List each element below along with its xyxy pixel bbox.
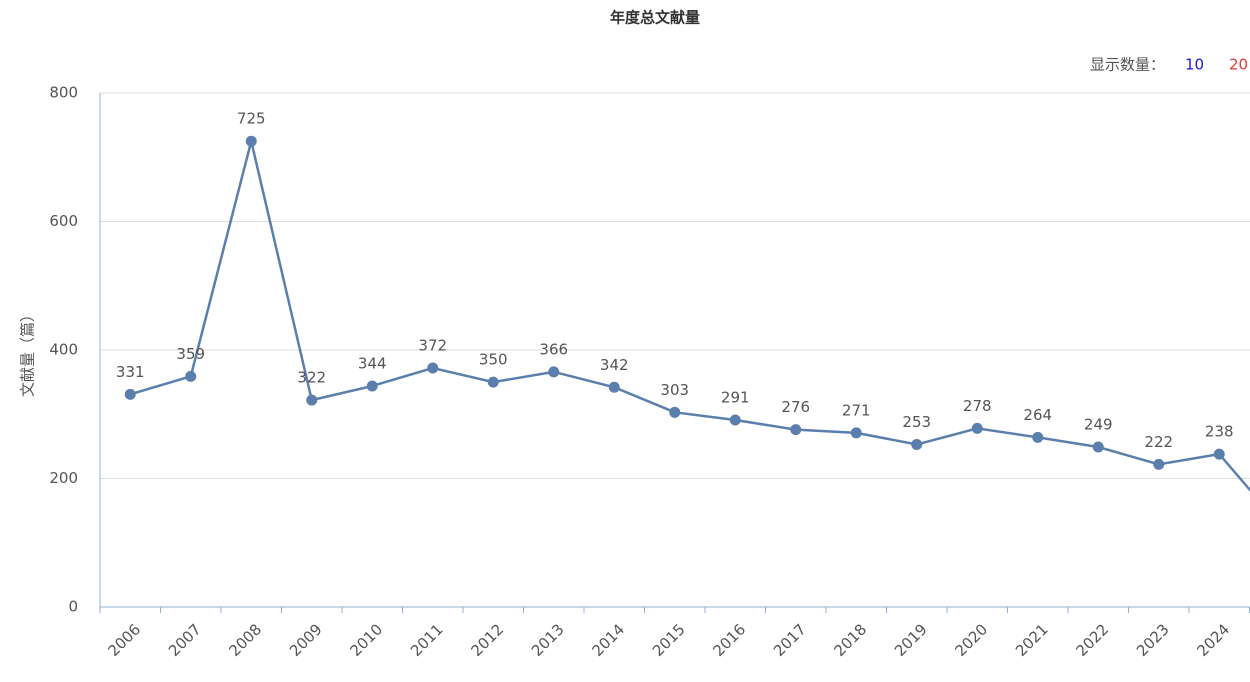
value-label: 303 [660, 381, 689, 399]
point [850, 427, 862, 439]
x-tick-label: 2020 [952, 620, 992, 660]
y-tick-label: 800 [49, 84, 78, 102]
point [487, 376, 499, 388]
x-tick-label: 2014 [589, 620, 629, 660]
point [971, 422, 983, 434]
x-tick-label: 2006 [105, 620, 145, 660]
x-tick-label: 2013 [528, 620, 568, 660]
value-label: 350 [479, 351, 508, 369]
display-label: 显示数量： [1090, 56, 1165, 74]
y-tick-label: 400 [49, 341, 78, 359]
point [306, 394, 318, 406]
x-tick-label: 2010 [347, 620, 387, 660]
value-label: 291 [721, 389, 750, 407]
point [790, 424, 802, 436]
value-label: 342 [600, 356, 629, 374]
x-tick-label: 2021 [1012, 620, 1052, 660]
chart-title: 年度总文献量 [610, 9, 700, 27]
x-tick-label: 2017 [770, 620, 810, 660]
value-label: 249 [1084, 416, 1113, 434]
value-label: 278 [963, 397, 992, 415]
point [729, 414, 741, 426]
y-tick-label: 200 [49, 469, 78, 487]
point [669, 406, 681, 418]
point [1153, 458, 1165, 470]
point [124, 388, 136, 400]
y-tick-label: 600 [49, 212, 78, 230]
point [185, 370, 197, 382]
point [1092, 441, 1104, 453]
point [1032, 431, 1044, 443]
x-tick-label: 2012 [468, 620, 508, 660]
y-tick-label: 0 [68, 598, 78, 616]
x-tick-label: 2018 [831, 620, 871, 660]
value-label: 253 [902, 413, 931, 431]
x-tick-label: 2008 [226, 620, 266, 660]
y-axis-label: 文献量（篇） [19, 307, 37, 397]
point [608, 381, 620, 393]
point [366, 380, 378, 392]
x-tick-label: 2009 [286, 620, 326, 660]
x-tick-label: 2007 [165, 620, 205, 660]
value-label: 366 [539, 340, 568, 358]
point [1213, 448, 1225, 460]
x-tick-label: 2016 [710, 620, 750, 660]
x-tick-label: 2015 [649, 620, 689, 660]
value-label: 359 [176, 345, 205, 363]
value-label: 238 [1205, 423, 1234, 441]
value-label: 344 [358, 354, 387, 372]
value-label: 725 [237, 110, 266, 128]
value-label: 276 [781, 398, 810, 416]
x-tick-label: 2019 [891, 620, 931, 660]
point [245, 135, 257, 147]
x-tick-label: 2011 [407, 620, 447, 660]
value-label: 271 [842, 401, 871, 419]
value-label: 222 [1144, 433, 1173, 451]
point [911, 438, 923, 450]
x-tick-label: 2022 [1073, 620, 1113, 660]
value-label: 322 [297, 369, 326, 387]
x-tick-label: 2024 [1194, 620, 1234, 660]
display-option[interactable]: 10 [1185, 56, 1204, 74]
x-tick-label: 2023 [1133, 620, 1173, 660]
point [548, 366, 560, 378]
point [427, 362, 439, 374]
value-label: 264 [1023, 406, 1052, 424]
value-label: 331 [116, 363, 145, 381]
display-option[interactable]: 20 [1229, 56, 1248, 74]
line [129, 140, 1250, 492]
value-label: 372 [418, 336, 447, 354]
